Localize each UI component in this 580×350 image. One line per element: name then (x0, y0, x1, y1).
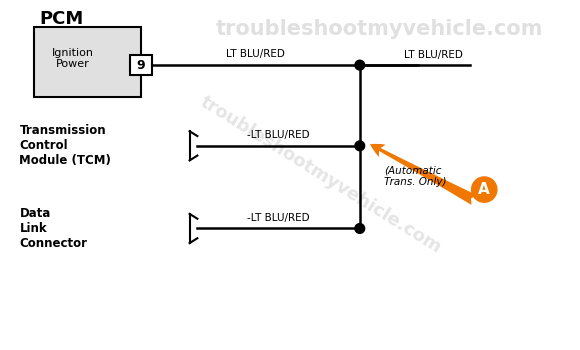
Text: Transmission
Control
Module (TCM): Transmission Control Module (TCM) (20, 124, 111, 167)
Circle shape (472, 177, 497, 202)
Bar (130, 55, 152, 75)
Text: LT BLU/RED: LT BLU/RED (226, 49, 285, 59)
Text: Data
Link
Connector: Data Link Connector (20, 207, 88, 250)
Bar (34, 27, 141, 97)
Text: Ignition
Power: Ignition Power (52, 48, 94, 69)
Text: (Automatic
Trans. Only): (Automatic Trans. Only) (384, 165, 447, 187)
Text: A: A (478, 182, 490, 197)
Text: -LT BLU/RED: -LT BLU/RED (247, 130, 310, 140)
Text: -LT BLU/RED: -LT BLU/RED (247, 213, 310, 223)
Circle shape (355, 224, 365, 233)
Text: 9: 9 (137, 58, 146, 72)
Text: troubleshootmyvehicle.com: troubleshootmyvehicle.com (197, 93, 445, 257)
Text: LT BLU/RED: LT BLU/RED (404, 50, 462, 60)
Circle shape (355, 141, 365, 151)
Text: troubleshootmyvehicle.com: troubleshootmyvehicle.com (216, 19, 543, 39)
Text: PCM: PCM (39, 10, 83, 28)
Circle shape (355, 60, 365, 70)
